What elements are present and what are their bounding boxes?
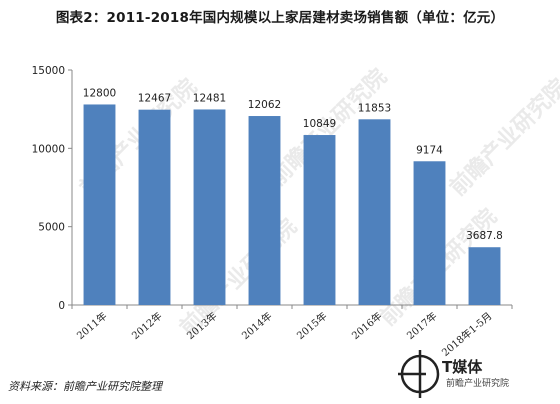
data-label: 12062 <box>248 99 281 111</box>
brand-mark-icon <box>398 350 440 398</box>
brand-name: T媒体 <box>442 358 483 376</box>
bar <box>303 135 336 305</box>
chart-title: 图表2：2011-2018年国内规模以上家居建材卖场销售额（单位：亿元） <box>55 10 505 26</box>
x-tick-label: 2014年 <box>239 309 275 342</box>
data-label: 11853 <box>358 102 391 114</box>
data-label: 9174 <box>416 144 443 156</box>
bar <box>358 119 391 305</box>
y-tick-label: 10000 <box>32 143 65 155</box>
y-tick-label: 5000 <box>38 222 65 234</box>
bar <box>83 104 116 305</box>
brand-logo: T媒体 前瞻产业研究院 <box>396 348 556 400</box>
data-label: 12481 <box>193 92 226 104</box>
source-note: 资料来源：前瞻产业研究院整理 <box>8 380 162 393</box>
data-label: 3687.8 <box>466 230 503 242</box>
x-tick-label: 2011年 <box>74 309 110 342</box>
x-tick-label: 2013年 <box>184 309 220 342</box>
x-tick-label: 2012年 <box>129 309 165 342</box>
data-label: 12467 <box>138 93 171 105</box>
x-tick-label: 2015年 <box>294 309 330 342</box>
data-label: 10849 <box>303 118 336 130</box>
data-label: 12800 <box>83 87 116 99</box>
x-tick-label: 2016年 <box>349 309 385 342</box>
bar <box>138 109 171 305</box>
brand-subtitle: 前瞻产业研究院 <box>446 379 510 389</box>
x-tick-label: 2017年 <box>404 309 440 342</box>
bar <box>193 109 226 306</box>
bar <box>248 116 281 306</box>
bar <box>413 161 446 305</box>
bar <box>468 247 501 305</box>
y-tick-label: 0 <box>58 300 65 312</box>
y-tick-label: 15000 <box>32 65 65 77</box>
